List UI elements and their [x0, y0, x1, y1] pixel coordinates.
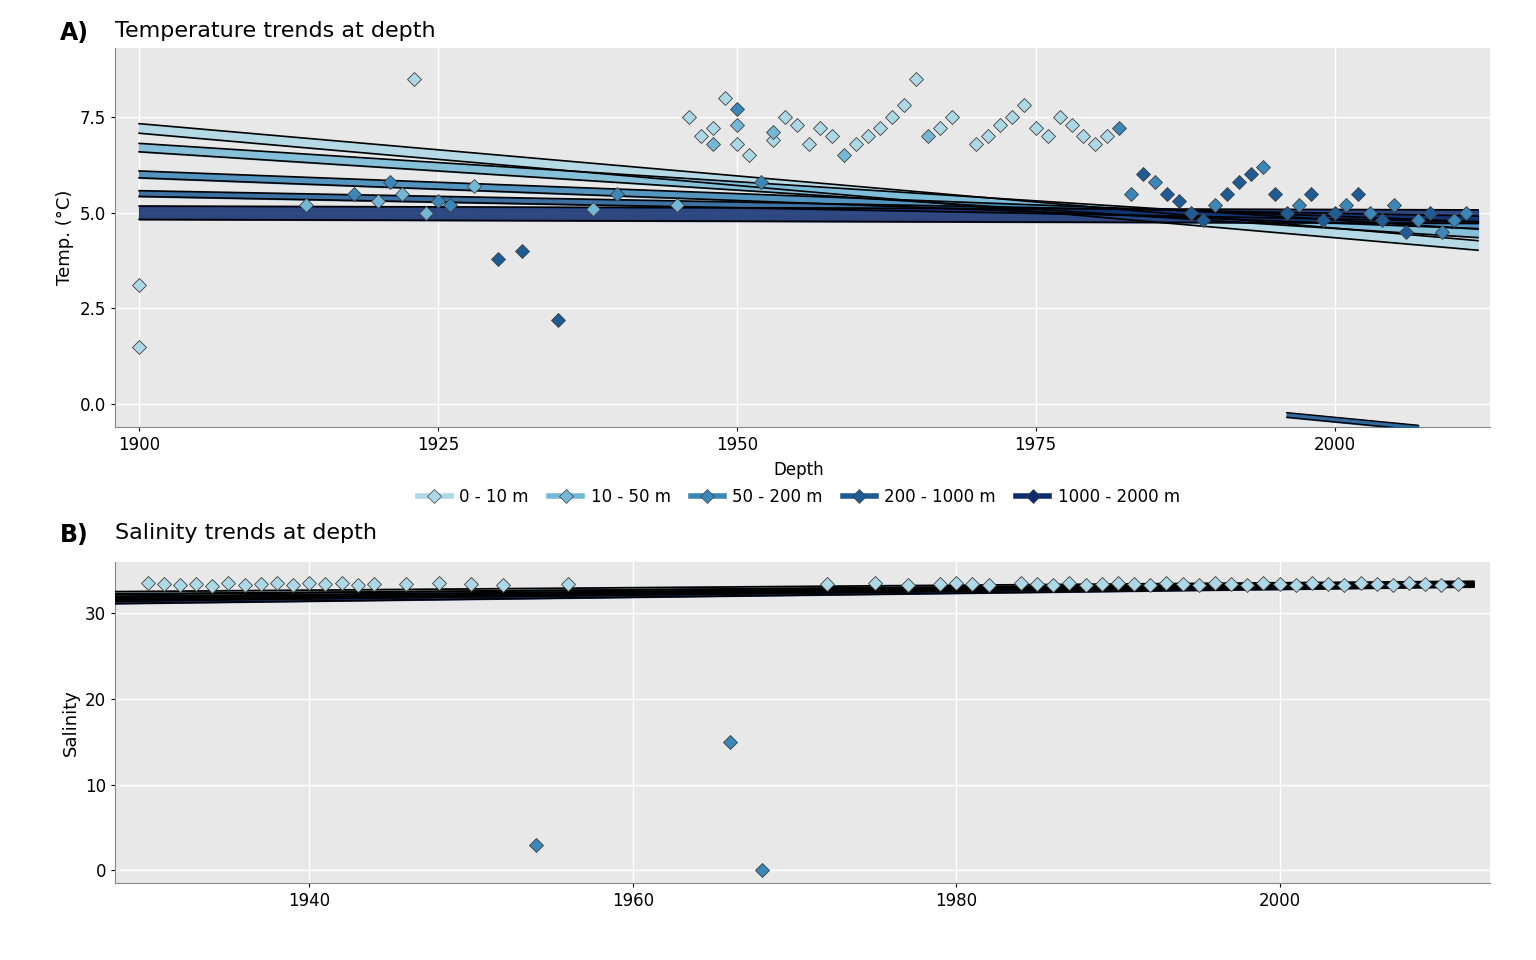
Text: Temperature trends at depth: Temperature trends at depth	[115, 21, 436, 41]
Text: B): B)	[60, 523, 89, 547]
Text: A): A)	[60, 21, 89, 45]
Y-axis label: Salinity: Salinity	[61, 689, 80, 756]
Legend: 0 - 10 m, 10 - 50 m, 50 - 200 m, 200 - 1000 m, 1000 - 2000 m: 0 - 10 m, 10 - 50 m, 50 - 200 m, 200 - 1…	[412, 455, 1186, 513]
Y-axis label: Temp. (°C): Temp. (°C)	[57, 190, 74, 285]
Text: Salinity trends at depth: Salinity trends at depth	[115, 523, 378, 543]
